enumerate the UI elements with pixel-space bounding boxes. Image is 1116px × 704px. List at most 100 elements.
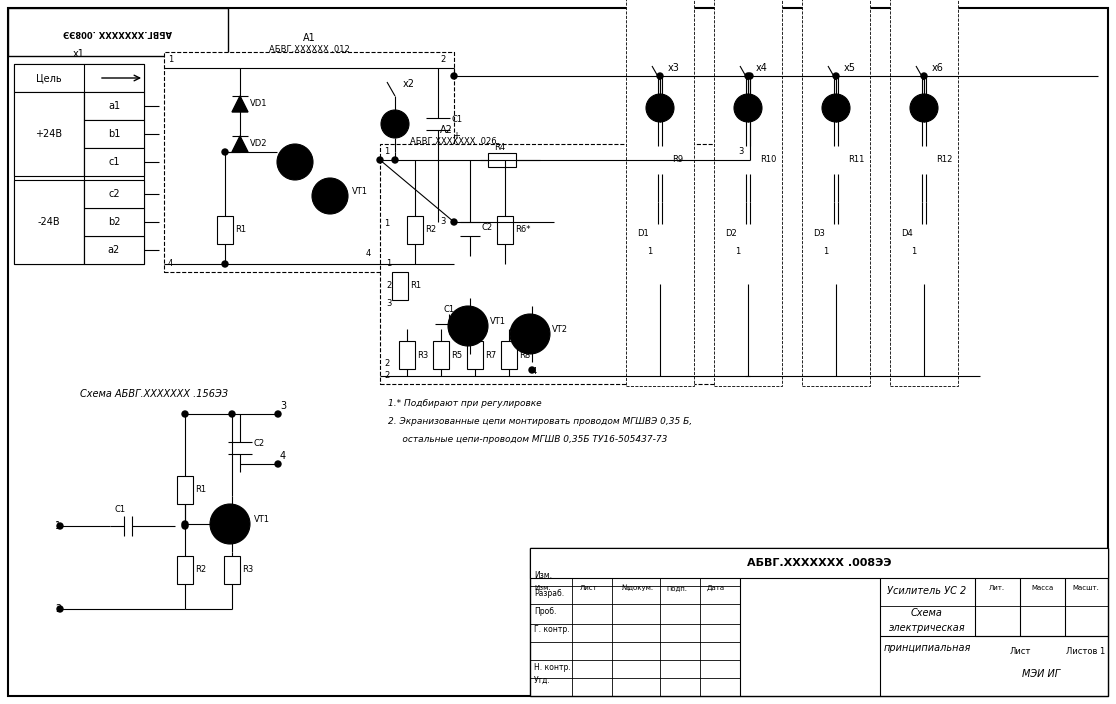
Text: Изм.: Изм. xyxy=(533,572,552,581)
Text: x4: x4 xyxy=(756,63,768,73)
Text: 1: 1 xyxy=(386,260,392,268)
Bar xyxy=(738,146,758,174)
Circle shape xyxy=(381,110,408,138)
Circle shape xyxy=(275,411,281,417)
Bar xyxy=(8,8,228,56)
Bar xyxy=(802,0,870,386)
Bar xyxy=(488,153,516,167)
Text: R12: R12 xyxy=(936,156,952,165)
Bar xyxy=(15,64,144,92)
Circle shape xyxy=(222,261,228,267)
Circle shape xyxy=(392,157,398,163)
Bar xyxy=(889,0,958,386)
Text: R3: R3 xyxy=(242,565,253,574)
Text: №докум.: №докум. xyxy=(622,585,654,591)
Circle shape xyxy=(210,504,250,544)
Text: Масшт.: Масшт. xyxy=(1072,585,1099,591)
Bar xyxy=(224,556,240,584)
Bar xyxy=(381,144,750,384)
Bar xyxy=(897,224,951,284)
Bar xyxy=(626,0,694,386)
Text: 4: 4 xyxy=(366,249,372,258)
Text: VT1: VT1 xyxy=(490,318,506,327)
Text: R4: R4 xyxy=(494,144,506,153)
Bar xyxy=(177,556,193,584)
Text: Разраб.: Разраб. xyxy=(533,589,564,598)
Text: b2: b2 xyxy=(108,217,121,227)
Text: 1: 1 xyxy=(911,248,916,256)
Text: 1: 1 xyxy=(384,220,389,229)
Bar xyxy=(15,92,84,176)
Circle shape xyxy=(182,411,187,417)
Text: +: + xyxy=(452,131,460,141)
Bar xyxy=(400,341,415,369)
Text: 1: 1 xyxy=(647,248,652,256)
Bar xyxy=(84,92,144,120)
Text: АБВГ.XXXXXXX .008ЭЭ: АБВГ.XXXXXXX .008ЭЭ xyxy=(64,27,173,37)
Text: D3: D3 xyxy=(812,230,825,239)
Circle shape xyxy=(822,94,850,122)
Circle shape xyxy=(910,94,939,122)
Text: R11: R11 xyxy=(848,156,865,165)
Bar xyxy=(392,272,408,300)
Bar xyxy=(633,224,687,284)
Circle shape xyxy=(229,411,235,417)
Text: a2: a2 xyxy=(108,245,121,255)
Circle shape xyxy=(182,523,187,529)
Text: Масса: Масса xyxy=(1031,585,1054,591)
Bar xyxy=(15,180,84,264)
Text: -24В: -24В xyxy=(38,217,60,227)
Circle shape xyxy=(182,521,187,527)
Circle shape xyxy=(451,219,456,225)
Text: x1: x1 xyxy=(73,49,85,59)
Circle shape xyxy=(451,73,456,79)
Text: Лист: Лист xyxy=(580,585,598,591)
Text: 2. Экранизованные цепи монтировать проводом МГШВЭ 0,35 Б,: 2. Экранизованные цепи монтировать прово… xyxy=(388,417,692,427)
Circle shape xyxy=(657,73,663,79)
Text: 2: 2 xyxy=(55,604,61,614)
Text: 2: 2 xyxy=(384,360,389,368)
Text: 1: 1 xyxy=(384,148,389,156)
Text: 3: 3 xyxy=(440,218,445,227)
Circle shape xyxy=(312,178,348,214)
Circle shape xyxy=(57,523,62,529)
Bar xyxy=(84,208,144,236)
Text: R3: R3 xyxy=(417,351,429,360)
Text: x2: x2 xyxy=(403,79,415,89)
Text: VD2: VD2 xyxy=(250,139,268,149)
Bar xyxy=(407,216,423,244)
Circle shape xyxy=(277,144,312,180)
Bar xyxy=(809,224,863,284)
Bar xyxy=(714,0,782,386)
Text: 2: 2 xyxy=(386,282,392,291)
Bar xyxy=(530,548,1108,696)
Circle shape xyxy=(747,73,753,79)
Polygon shape xyxy=(232,136,248,152)
Text: Схема: Схема xyxy=(911,608,943,618)
Bar xyxy=(84,120,144,148)
Bar xyxy=(217,216,233,244)
Bar xyxy=(914,146,934,174)
Circle shape xyxy=(646,94,674,122)
Text: C1: C1 xyxy=(115,505,126,515)
Bar xyxy=(84,236,144,264)
Text: R6*: R6* xyxy=(514,225,530,234)
Text: 3: 3 xyxy=(386,299,392,308)
Text: b1: b1 xyxy=(108,129,121,139)
Bar xyxy=(433,341,449,369)
Circle shape xyxy=(510,314,550,354)
Text: Лист: Лист xyxy=(1009,646,1031,655)
Text: 4: 4 xyxy=(280,451,286,461)
Circle shape xyxy=(275,461,281,467)
Bar xyxy=(177,476,193,504)
Text: Дата: Дата xyxy=(708,585,725,591)
Text: 2: 2 xyxy=(440,56,445,65)
Text: 3: 3 xyxy=(738,148,743,156)
Text: Схема АБВГ.XXXXXXX .156ЭЗ: Схема АБВГ.XXXXXXX .156ЭЗ xyxy=(80,389,228,399)
Circle shape xyxy=(921,73,927,79)
Text: 1: 1 xyxy=(735,248,740,256)
Text: Лит.: Лит. xyxy=(989,585,1006,591)
Text: x3: x3 xyxy=(668,63,680,73)
Polygon shape xyxy=(232,96,248,112)
Text: c2: c2 xyxy=(108,189,119,199)
